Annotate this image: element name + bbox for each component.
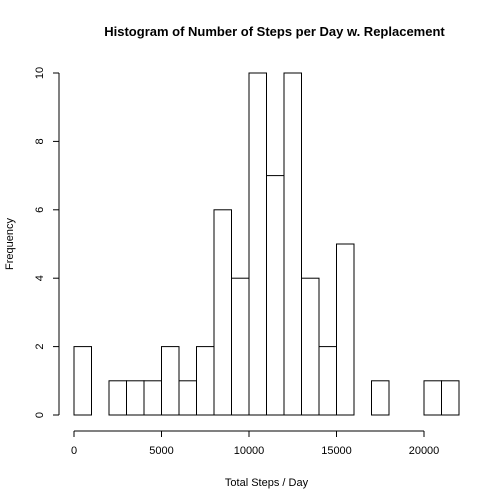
bars-group	[73, 72, 460, 416]
y-axis-label: Frequency	[4, 218, 16, 270]
histogram-bar-14	[318, 346, 337, 416]
y-axis: 0 2 4 6 8 10	[34, 67, 60, 418]
histogram-bar-13	[301, 277, 320, 416]
histogram-bar-6	[178, 380, 197, 416]
y-tick-label-3: 6	[34, 207, 46, 213]
x-tick-label-4: 20000	[409, 445, 440, 457]
histogram-bar-9	[231, 277, 250, 416]
x-tick-label-3: 15000	[321, 445, 352, 457]
histogram-bar-12	[283, 72, 302, 416]
histogram-bar-11	[266, 175, 285, 416]
x-tick-label-0: 0	[71, 445, 77, 457]
histogram-bar-7	[196, 346, 215, 416]
y-tick-label-2: 4	[34, 275, 46, 281]
histogram-bar-8	[213, 209, 232, 416]
histogram-bar-15	[336, 243, 355, 416]
y-tick-label-1: 2	[34, 344, 46, 350]
chart-title: Histogram of Number of Steps per Day w. …	[104, 24, 445, 39]
histogram-bar-21	[441, 380, 460, 416]
histogram-bar-5	[161, 346, 180, 416]
x-tick-label-2: 10000	[234, 445, 265, 457]
y-tick-label-4: 8	[34, 138, 46, 144]
histogram-bar-0	[73, 346, 92, 416]
histogram-bar-4	[143, 380, 162, 416]
histogram-bar-3	[126, 380, 145, 416]
histogram-bar-2	[108, 380, 127, 416]
x-axis-label: Total Steps / Day	[225, 477, 309, 489]
y-tick-label-5: 10	[34, 67, 46, 79]
histogram-bar-17	[371, 380, 390, 416]
y-tick-label-0: 0	[34, 412, 46, 418]
x-tick-label-1: 5000	[149, 445, 173, 457]
histogram-bar-20	[423, 380, 442, 416]
x-axis: 0 5000 10000 15000 20000	[71, 430, 440, 457]
histogram-bar-10	[248, 72, 267, 416]
